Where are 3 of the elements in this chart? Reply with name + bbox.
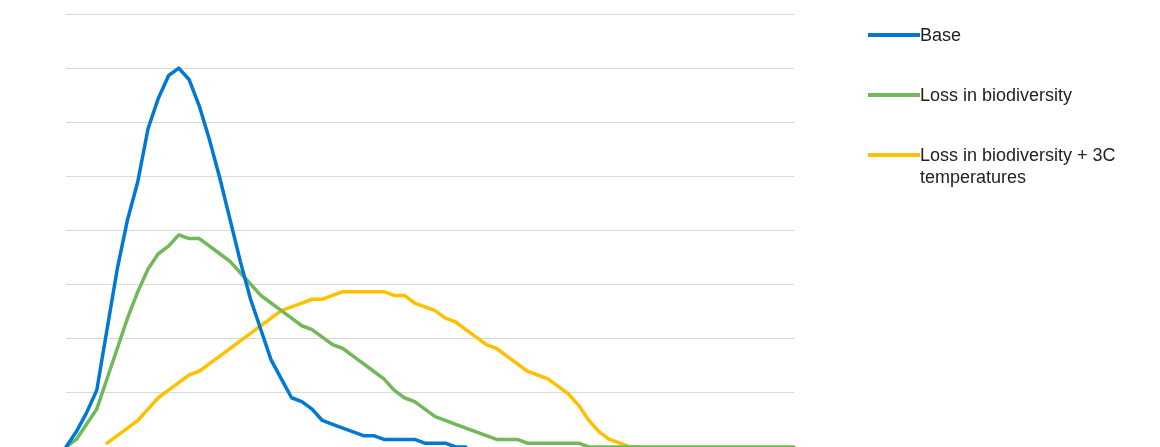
legend-label: Base: [920, 24, 962, 46]
legend-label: Loss in biodiversity: [920, 84, 1073, 106]
legend-label: Loss in biodiversity + 3C temperatures: [920, 144, 1117, 188]
